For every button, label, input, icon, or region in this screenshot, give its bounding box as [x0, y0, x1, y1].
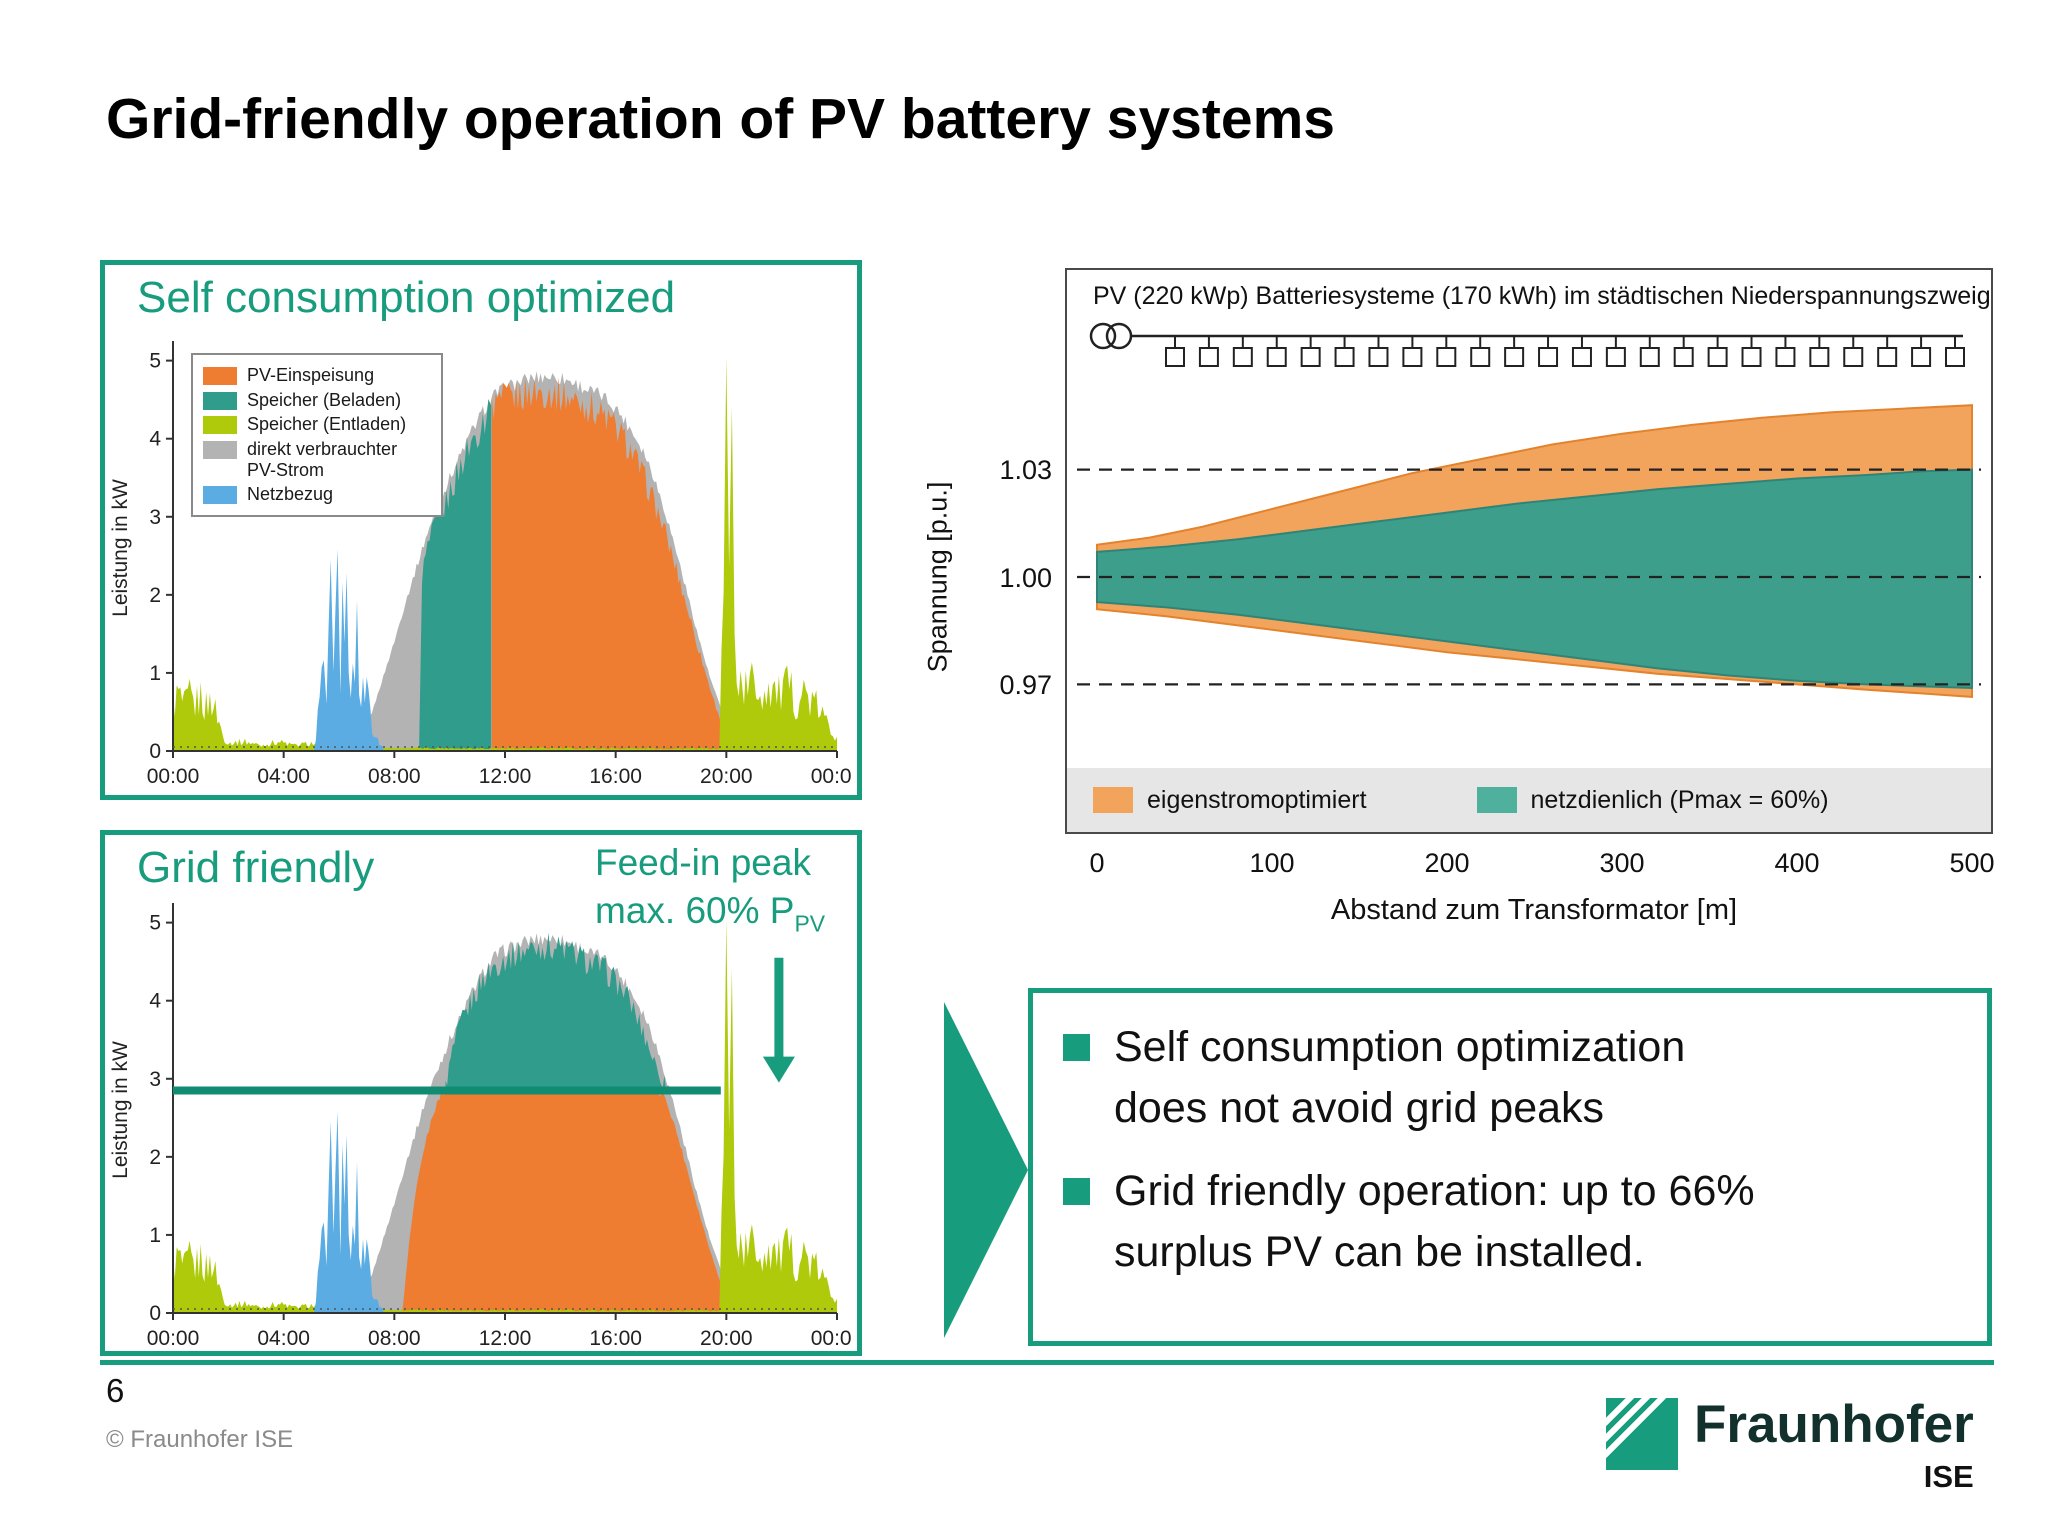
feeder-schematic — [1089, 322, 1965, 367]
svg-text:Leistung in kW: Leistung in kW — [111, 1041, 132, 1179]
legend-label-eigenstromoptimiert: eigenstromoptimiert — [1147, 785, 1367, 814]
svg-text:4: 4 — [149, 428, 161, 451]
legend-label: Netzbezug — [247, 484, 334, 505]
svg-text:08:00: 08:00 — [368, 765, 421, 788]
series-4 — [314, 549, 384, 751]
svg-text:Leistung in kW: Leistung in kW — [111, 479, 132, 617]
svg-text:0: 0 — [149, 1302, 161, 1325]
self-consumption-chart: 0 1 2 3 4 5 00:00 04:00 08:00 12:00 16:00 20:00 00:0… — [111, 341, 851, 788]
svg-text:04:00: 04:00 — [257, 1327, 310, 1350]
legend-label: direkt verbrauchter PV-Strom — [247, 439, 398, 480]
summary-bullet-1: Self consumption optimization does not a… — [1063, 1017, 1957, 1139]
svg-text:08:00: 08:00 — [368, 1327, 421, 1350]
svg-text:16:00: 16:00 — [589, 765, 642, 788]
voltage-ytick-1.03: 1.03 — [999, 455, 1052, 485]
voltage-chart-title: PV (220 kWp) Batteriesysteme (170 kWh) i… — [1093, 282, 1991, 310]
voltage-ytick-1.00: 1.00 — [999, 563, 1052, 593]
svg-text:4: 4 — [149, 990, 161, 1013]
feedin-peak-line2: max. 60% PPV — [595, 890, 826, 937]
voltage-chart-box: PV (220 kWp) Batteriesysteme (170 kWh) i… — [1065, 268, 1993, 834]
feedin-peak-line1: Feed-in peak — [595, 842, 811, 883]
legend-swatch — [203, 486, 237, 505]
copyright-text: © Fraunhofer ISE — [106, 1426, 294, 1453]
legend-label: Speicher (Entladen) — [247, 414, 407, 435]
svg-text:20:00: 20:00 — [700, 765, 753, 788]
self-consumption-panel: Self consumption optimized 0 1 2 3 4 5 00:00 04… — [100, 260, 862, 800]
logo-wordmark: Fraunhofer — [1694, 1395, 1974, 1454]
svg-text:5: 5 — [149, 912, 161, 935]
svg-text:16:00: 16:00 — [589, 1327, 642, 1350]
voltage-xtick-100: 100 — [1249, 848, 1295, 878]
svg-text:2: 2 — [149, 1146, 161, 1169]
voltage-chart — [1077, 404, 1981, 698]
bullet-square-icon — [1063, 1178, 1090, 1206]
svg-text:1: 1 — [149, 1224, 161, 1247]
fraunhofer-logo: Fraunhofer ISE — [1606, 1398, 1974, 1495]
legend-item: PV-Einspeisung — [203, 365, 431, 386]
page-number: 6 — [106, 1372, 125, 1409]
svg-text:00:00: 00:00 — [811, 765, 851, 788]
legend-swatch — [203, 416, 237, 435]
band-1 — [1096, 468, 1973, 690]
legend-item: direkt verbrauchter PV-Strom — [203, 439, 431, 480]
grid-friendly-panel-title: Grid friendly — [137, 843, 375, 892]
legend-swatch — [203, 367, 237, 385]
svg-text:3: 3 — [149, 506, 161, 529]
legend-swatch — [203, 391, 237, 410]
summary-box: Self consumption optimization does not a… — [1028, 988, 1992, 1346]
svg-text:0: 0 — [149, 740, 161, 763]
legend-swatch — [203, 441, 237, 460]
legend-swatch-netzdienlich — [1476, 787, 1517, 813]
voltage-xtick-300: 300 — [1599, 848, 1645, 878]
voltage-ytick-0.97: 0.97 — [999, 670, 1052, 700]
legend-label-netzdienlich: netzdienlich (Pmax = 60%) — [1530, 785, 1829, 814]
legend-label: PV-Einspeisung — [247, 365, 375, 385]
svg-text:12:00: 12:00 — [479, 1327, 532, 1350]
series-3 — [173, 919, 837, 1313]
series-3 — [173, 357, 837, 751]
series-1 — [445, 932, 670, 1091]
voltage-legend: eigenstromoptimiert netzdienlich (Pmax =… — [1067, 768, 1991, 832]
series-2 — [491, 377, 735, 751]
self-consumption-panel-title: Self consumption optimized — [137, 273, 676, 322]
series-4 — [314, 1111, 384, 1313]
svg-text:00:00: 00:00 — [147, 765, 200, 788]
svg-text:04:00: 04:00 — [257, 765, 310, 788]
svg-text:3: 3 — [149, 1068, 161, 1091]
legend-swatch-eigenstromoptimiert — [1093, 787, 1133, 813]
grid-friendly-chart: 0 1 2 3 4 5 00:00 04:00 08:00 12:00 16:00 20:00 00:0… — [111, 903, 851, 1350]
voltage-xtick-0: 0 — [1089, 848, 1105, 878]
svg-text:5: 5 — [149, 350, 161, 373]
daily-chart-legend: PV-Einspeisung Speicher (Beladen) Speicher… — [191, 353, 443, 518]
legend-item: Speicher (Entladen) — [203, 414, 431, 435]
series-2 — [402, 1087, 735, 1313]
voltage-x-axis-label: Abstand zum Transformator [m] — [1330, 894, 1738, 926]
voltage-xtick-200: 200 — [1424, 848, 1470, 878]
logo-institute: ISE — [1923, 1459, 1974, 1494]
bullet-square-icon — [1063, 1034, 1090, 1061]
svg-text:1: 1 — [149, 662, 161, 685]
svg-text:2: 2 — [149, 584, 161, 607]
summary-bullet-1-text: Self consumption optimization does not a… — [1114, 1023, 1686, 1133]
svg-text:12:00: 12:00 — [479, 765, 532, 788]
legend-label: Speicher (Beladen) — [247, 389, 402, 410]
summary-arrow — [944, 1002, 1028, 1338]
feedin-peak-annotation: Feed-in peak max. 60% PPV — [595, 839, 825, 939]
legend-item: Speicher (Beladen) — [203, 390, 431, 411]
svg-text:20:00: 20:00 — [700, 1327, 753, 1350]
summary-bullet-2-text: Grid friendly operation: up to 66% surpl… — [1114, 1167, 1755, 1277]
voltage-y-axis-label: Spannung [p.u.] — [922, 481, 953, 673]
svg-text:00:00: 00:00 — [811, 1327, 851, 1350]
voltage-xtick-500: 500 — [1949, 848, 1995, 878]
summary-bullet-2: Grid friendly operation: up to 66% surpl… — [1063, 1161, 1957, 1283]
footer-divider — [100, 1360, 1994, 1365]
fraunhofer-logo-icon — [1606, 1398, 1678, 1470]
svg-text:00:00: 00:00 — [147, 1327, 200, 1350]
voltage-xtick-400: 400 — [1774, 848, 1820, 878]
legend-item: Netzbezug — [203, 484, 431, 505]
series-1 — [419, 399, 492, 751]
grid-friendly-panel: Grid friendly Feed-in peak max. 60% PPV … — [100, 830, 862, 1356]
slide-title: Grid-friendly operation of PV battery sy… — [106, 87, 1335, 152]
